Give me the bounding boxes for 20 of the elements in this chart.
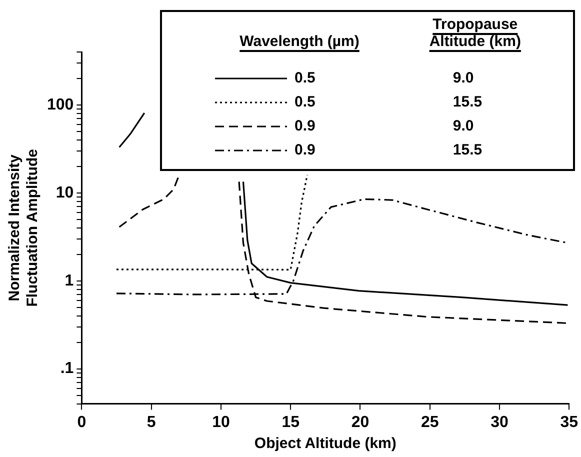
y-tick-label: 100 (46, 96, 74, 114)
x-tick-label: 10 (212, 414, 230, 431)
legend-label: 0.5 9.0 (294, 70, 474, 87)
y-tick-label: 1 (64, 272, 74, 290)
legend-label: 0.9 9.0 (294, 118, 474, 135)
x-tick-label: 5 (146, 414, 156, 431)
text: Tropopause Altitude (km) (428, 16, 522, 50)
x-tick-label: 15 (282, 414, 300, 431)
x-axis-title: Object Altitude (km) (254, 435, 396, 452)
legend-label: 0.5 15.5 (294, 94, 482, 111)
y-tick-label: .1 (60, 360, 74, 378)
x-tick-label: 30 (490, 414, 508, 431)
legend-label: 0.9 15.5 (294, 142, 482, 159)
x-tick-label: 25 (420, 414, 439, 431)
x-tick-label: 0 (77, 414, 86, 431)
x-tick-label: 20 (351, 414, 370, 431)
y-tick-label: 10 (56, 184, 74, 202)
y-axis-title: Normalized Intensity Fluctuation Amplitude (6, 149, 42, 307)
text: Wavelength (µm) (240, 32, 360, 50)
x-tick-label: 35 (560, 414, 578, 431)
